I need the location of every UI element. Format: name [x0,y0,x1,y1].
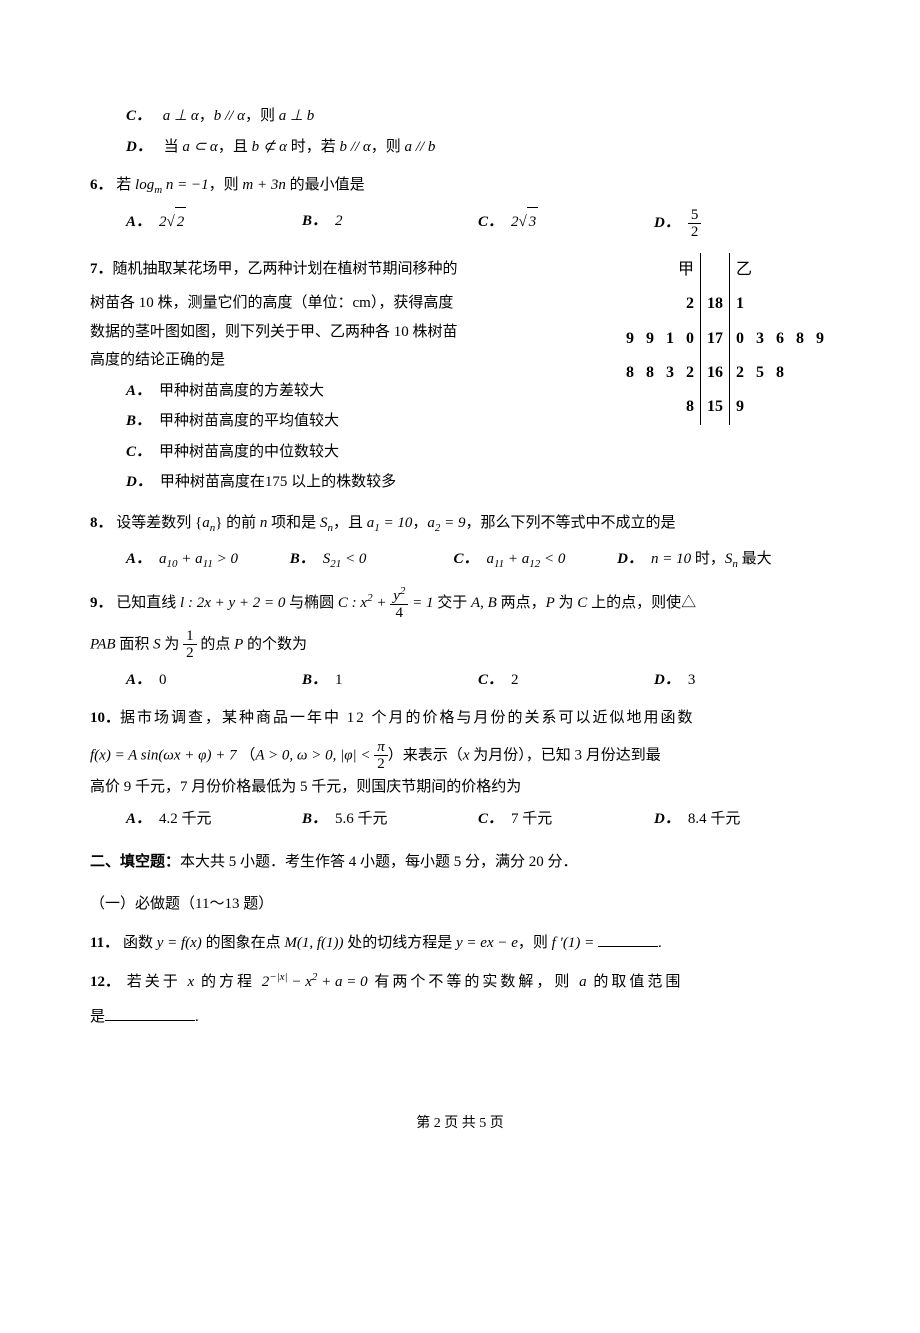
section-2-sub: （一）必做题（11～13 题） [90,890,830,919]
stemleaf-row: 8832 16 258 [620,356,830,390]
fill-blank [105,1006,195,1021]
stem-leaf-diagram: 甲 乙 2 18 1 9910 17 03689 8832 16 258 8 [620,253,830,425]
stemleaf-row: 2 18 1 [620,287,830,321]
q10-option-d: D．8.4 千元 [654,805,830,834]
question-number: 12． [90,974,120,990]
question-8: 8． 设等差数列 {an} 的前 n 项和是 Sn，且 a1 = 10，a2 =… [90,509,830,539]
q9-option-b: B．1 [302,666,478,695]
q8-options: A．a10 + a11 > 0 B．S21 < 0 C．a11 + a12 < … [90,545,830,575]
q7-option-c: C．甲种树苗高度的中位数较大 [90,438,600,467]
q5-option-d: D． 当 a ⊂ α，且 b ⊄ α 时，若 b // α，则 a // b [90,133,830,162]
option-text: a ⊥ α [163,108,199,124]
question-11: 11． 函数 y = f(x) 的图象在点 M(1, f(1)) 处的切线方程是… [90,929,830,958]
question-number: 7． [90,261,113,277]
question-number: 9． [90,595,113,611]
q12-line2: 是. [90,1003,830,1032]
fill-blank [598,932,658,947]
q8-option-a: A．a10 + a11 > 0 [126,545,290,575]
question-stem: 若 logm n = −1，则 m + 3n 的最小值是 [116,177,364,193]
page-footer: 第 2 页 共 5 页 [90,1111,830,1138]
q6-option-a: A．2√2 [126,207,302,241]
question-number: 11． [90,935,119,951]
section-2-header: 二、填空题：本大共 5 小题．考生作答 4 小题，每小题 5 分，满分 20 分… [90,848,830,877]
q6-options: A．2√2 B．2 C．2√3 D．52 [90,207,830,241]
q9-options: A．0 B．1 C．2 D．3 [90,666,830,695]
q7-option-d: D．甲种树苗高度在175 以上的株数较多 [90,468,600,497]
question-number: 10． [90,710,120,726]
q10-options: A．4.2 千元 B．5.6 千元 C．7 千元 D．8.4 千元 [90,805,830,834]
q8-option-d: D．n = 10 时，Sn 最大 [617,545,830,575]
question-number: 6． [90,177,113,193]
q8-option-b: B．S21 < 0 [290,545,454,575]
question-9: 9． 已知直线 l : 2x + y + 2 = 0 与椭圆 C : x2 + … [90,585,830,622]
stemleaf-row: 8 15 9 [620,390,830,424]
q5-option-c: C． a ⊥ α，b // α，则 a ⊥ b [90,102,830,131]
question-7: 7．随机抽取某花场甲，乙两种计划在植树节期间移种的 [90,255,600,284]
q7-option-a: A．甲种树苗高度的方差较大 [90,377,600,406]
q6-option-c: C．2√3 [478,207,654,241]
q10-stem-line3: 高价 9 千元，7 月份价格最低为 5 千元，则国庆节期间的价格约为 [90,773,830,802]
question-stem: 函数 y = f(x) 的图象在点 M(1, f(1)) 处的切线方程是 y =… [123,935,598,951]
option-label: C． [126,108,151,124]
q10-option-a: A．4.2 千元 [126,805,302,834]
q9-option-a: A．0 [126,666,302,695]
q9-option-c: C．2 [478,666,654,695]
question-stem: 已知直线 l : 2x + y + 2 = 0 与椭圆 C : x2 + y24… [116,595,696,611]
question-stem: 若关于 x 的方程 2−|x| − x2 + a = 0 有两个不等的实数解，则… [127,974,684,990]
question-stem: 设等差数列 {an} 的前 n 项和是 Sn，且 a1 = 10，a2 = 9，… [116,515,675,531]
q6-option-b: B．2 [302,207,478,241]
q8-option-c: C．a11 + a12 < 0 [453,545,617,575]
q9-stem-line2: PAB 面积 S 为 12 的点 P 的个数为 [90,628,830,662]
question-12: 12． 若关于 x 的方程 2−|x| − x2 + a = 0 有两个不等的实… [90,967,830,997]
q10-option-b: B．5.6 千元 [302,805,478,834]
q7-stem-line: 数据的茎叶图如图，则下列关于甲、乙两种各 10 株树苗 [90,318,600,347]
q7-stem-line: 高度的结论正确的是 [90,346,600,375]
question-number: 8． [90,515,113,531]
q9-option-d: D．3 [654,666,830,695]
option-text: 当 a ⊂ α，且 b ⊄ α 时，若 b // α，则 a // b [164,139,436,155]
q7-option-b: B．甲种树苗高度的平均值较大 [90,407,600,436]
q7-stem-line: 树苗各 10 株，测量它们的高度（单位：cm），获得高度 [90,289,600,318]
question-10: 10．据市场调查，某种商品一年中 12 个月的价格与月份的关系可以近似地用函数 [90,704,830,733]
question-6: 6． 若 logm n = −1，则 m + 3n 的最小值是 [90,171,830,201]
stemleaf-row: 9910 17 03689 [620,322,830,356]
q10-option-c: C．7 千元 [478,805,654,834]
q6-option-d: D．52 [654,207,830,241]
option-label: D． [126,139,152,155]
q10-stem-line2: f(x) = A sin(ωx + φ) + 7 （A > 0, ω > 0, … [90,739,830,773]
question-7-container: 7．随机抽取某花场甲，乙两种计划在植树节期间移种的 树苗各 10 株，测量它们的… [90,245,830,499]
